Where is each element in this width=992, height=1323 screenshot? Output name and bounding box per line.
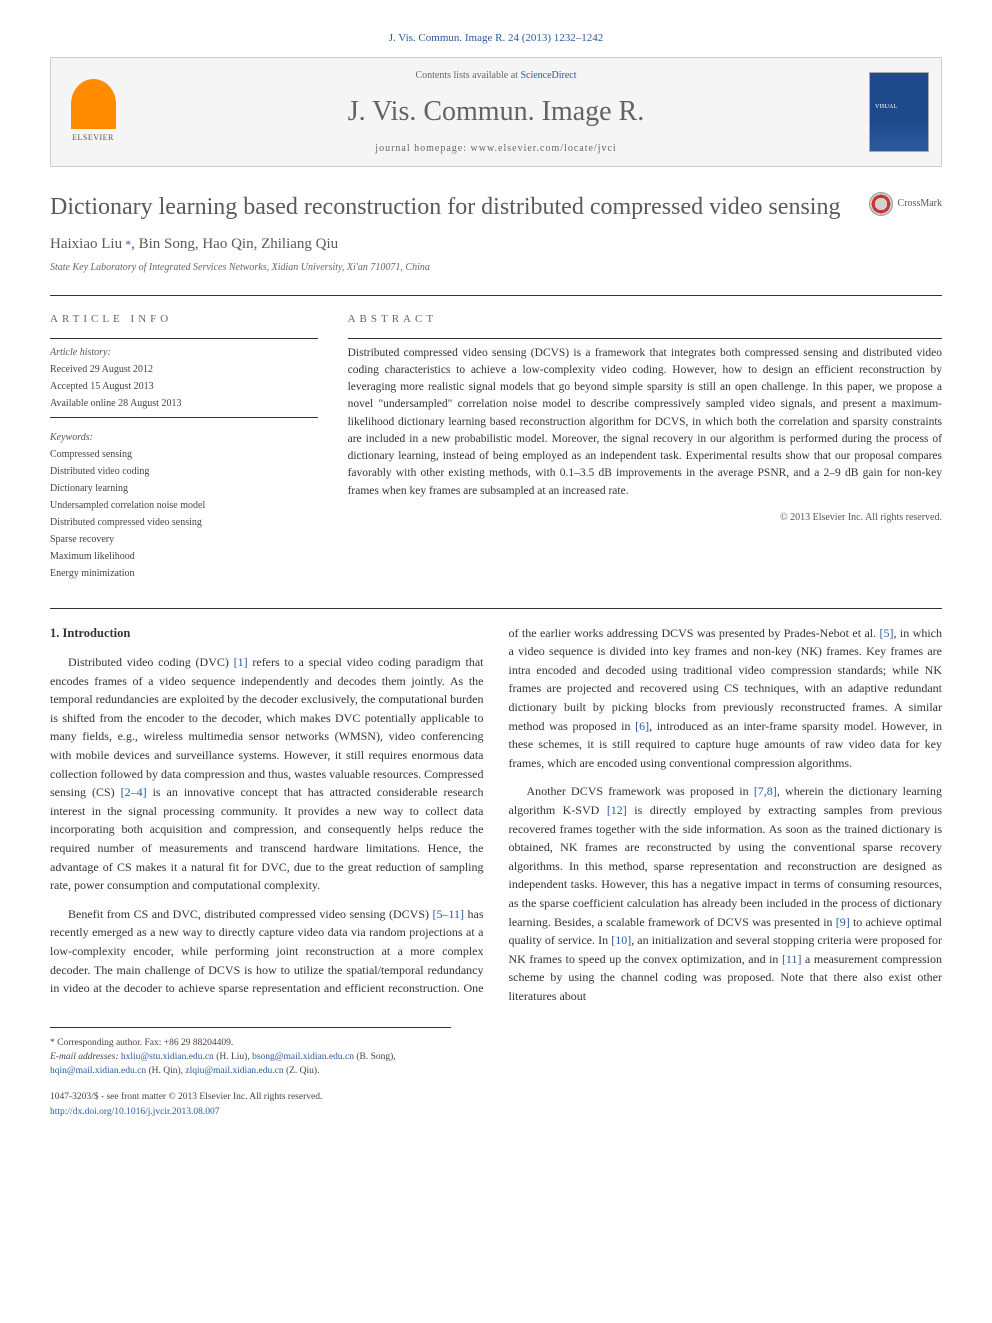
- received-line: Received 29 August 2012: [50, 362, 318, 377]
- ref-link-9[interactable]: [9]: [836, 915, 850, 929]
- bottom-meta: 1047-3203/$ - see front matter © 2013 El…: [50, 1090, 942, 1119]
- abstract-text: Distributed compressed video sensing (DC…: [348, 345, 942, 500]
- author-4: Zhiliang Qiu: [261, 236, 338, 252]
- email-label: E-mail addresses:: [50, 1052, 121, 1062]
- author-1: Haixiao Liu *: [50, 236, 131, 252]
- elsevier-label: ELSEVIER: [72, 132, 114, 144]
- abstract-heading: ABSTRACT: [348, 311, 942, 328]
- ref-link-6[interactable]: [6]: [635, 719, 649, 733]
- sciencedirect-link[interactable]: ScienceDirect: [520, 70, 576, 81]
- elsevier-tree-icon: [71, 79, 116, 129]
- ref-link-11[interactable]: [11]: [782, 952, 802, 966]
- divider-top: [50, 295, 942, 296]
- keyword-7: Maximum likelihood: [50, 549, 318, 564]
- journal-header-box: ELSEVIER Contents lists available at Sci…: [50, 57, 942, 167]
- keyword-4: Undersampled correlation noise model: [50, 498, 318, 513]
- ref-link-5[interactable]: [5]: [880, 626, 894, 640]
- info-divider-1: [50, 338, 318, 339]
- article-title: Dictionary learning based reconstruction…: [50, 192, 869, 223]
- contents-line: Contents lists available at ScienceDirec…: [123, 68, 869, 83]
- keyword-2: Distributed video coding: [50, 464, 318, 479]
- keywords-label: Keywords:: [50, 430, 318, 445]
- crossmark-label: CrossMark: [898, 196, 942, 211]
- ref-link-7-8[interactable]: [7,8]: [754, 784, 777, 798]
- ref-link-10[interactable]: [10]: [611, 933, 631, 947]
- email-4[interactable]: zlqiu@mail.xidian.edu.cn: [185, 1066, 283, 1076]
- ref-link-12[interactable]: [12]: [607, 803, 627, 817]
- affiliation: State Key Laboratory of Integrated Servi…: [50, 260, 942, 275]
- email-2[interactable]: bsong@mail.xidian.edu.cn: [252, 1052, 354, 1062]
- corresponding-asterisk: *: [122, 237, 131, 251]
- homepage-url[interactable]: www.elsevier.com/locate/jvci: [471, 143, 617, 154]
- section-1-heading: 1. Introduction: [50, 624, 484, 643]
- ref-link-1[interactable]: [1]: [234, 655, 248, 669]
- keyword-1: Compressed sensing: [50, 447, 318, 462]
- author-2: Bin Song: [139, 236, 195, 252]
- info-divider-2: [50, 417, 318, 418]
- homepage-prefix: journal homepage:: [375, 143, 470, 154]
- accepted-line: Accepted 15 August 2013: [50, 379, 318, 394]
- crossmark-badge[interactable]: CrossMark: [869, 192, 942, 216]
- footer-block: * Corresponding author. Fax: +86 29 8820…: [50, 1027, 451, 1079]
- keyword-8: Energy minimization: [50, 566, 318, 581]
- journal-cover-thumbnail: [869, 72, 929, 152]
- homepage-line: journal homepage: www.elsevier.com/locat…: [123, 141, 869, 156]
- corresponding-author-line: * Corresponding author. Fax: +86 29 8820…: [50, 1036, 451, 1050]
- abstract-copyright: © 2013 Elsevier Inc. All rights reserved…: [348, 510, 942, 525]
- title-row: Dictionary learning based reconstruction…: [50, 192, 942, 223]
- article-info-heading: ARTICLE INFO: [50, 311, 318, 328]
- history-label: Article history:: [50, 345, 318, 360]
- keyword-3: Dictionary learning: [50, 481, 318, 496]
- contents-prefix: Contents lists available at: [415, 70, 520, 81]
- email-3[interactable]: hqin@mail.xidian.edu.cn: [50, 1066, 146, 1076]
- paragraph-1: Distributed video coding (DVC) [1] refer…: [50, 653, 484, 895]
- divider-bottom: [50, 608, 942, 609]
- keyword-6: Sparse recovery: [50, 532, 318, 547]
- keywords-block: Keywords: Compressed sensing Distributed…: [50, 430, 318, 581]
- author-3: Hao Qin: [202, 236, 253, 252]
- doi-link[interactable]: http://dx.doi.org/10.1016/j.jvcir.2013.0…: [50, 1107, 220, 1117]
- elsevier-logo: ELSEVIER: [63, 77, 123, 147]
- top-citation: J. Vis. Commun. Image R. 24 (2013) 1232–…: [50, 30, 942, 47]
- email-addresses-line: E-mail addresses: hxliu@stu.xidian.edu.c…: [50, 1050, 451, 1079]
- article-info-column: ARTICLE INFO Article history: Received 2…: [50, 311, 318, 583]
- email-1[interactable]: hxliu@stu.xidian.edu.cn: [121, 1052, 214, 1062]
- paragraph-3: Another DCVS framework was proposed in […: [509, 782, 943, 1005]
- header-center: Contents lists available at ScienceDirec…: [123, 68, 869, 156]
- issn-copyright-line: 1047-3203/$ - see front matter © 2013 El…: [50, 1090, 942, 1104]
- ref-link-2-4[interactable]: [2–4]: [121, 785, 147, 799]
- info-abstract-row: ARTICLE INFO Article history: Received 2…: [50, 311, 942, 583]
- journal-name: J. Vis. Commun. Image R.: [123, 91, 869, 133]
- author-list: Haixiao Liu *, Bin Song, Hao Qin, Zhilia…: [50, 233, 942, 256]
- crossmark-icon: [869, 192, 893, 216]
- abstract-divider: [348, 338, 942, 339]
- ref-link-5-11[interactable]: [5–11]: [432, 907, 464, 921]
- body-two-column: 1. Introduction Distributed video coding…: [50, 624, 942, 1007]
- keyword-5: Distributed compressed video sensing: [50, 515, 318, 530]
- online-line: Available online 28 August 2013: [50, 396, 318, 411]
- abstract-column: ABSTRACT Distributed compressed video se…: [348, 311, 942, 583]
